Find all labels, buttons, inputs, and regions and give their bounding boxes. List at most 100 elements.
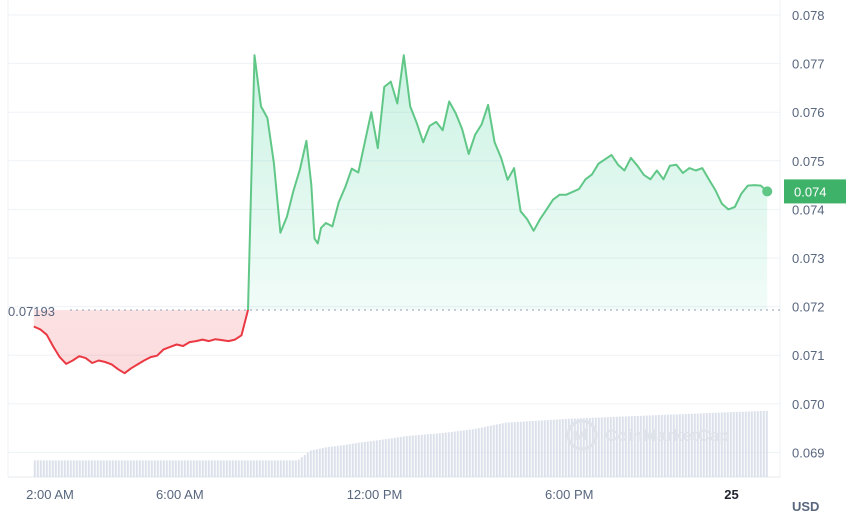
- volume-bar: [321, 448, 324, 477]
- y-tick-label: 0.076: [792, 105, 825, 120]
- volume-bar: [732, 412, 735, 477]
- volume-bar: [414, 435, 417, 477]
- volume-bar: [462, 430, 465, 477]
- volume-bar: [264, 460, 267, 477]
- volume-bar: [480, 427, 483, 477]
- volume-bar: [375, 440, 378, 477]
- volume-bar: [81, 460, 84, 477]
- volume-bar: [42, 460, 45, 477]
- volume-bar: [549, 419, 552, 477]
- volume-bar: [213, 460, 216, 477]
- y-tick-label: 0.077: [792, 57, 825, 72]
- volume-bar: [609, 417, 612, 477]
- volume-bar: [729, 412, 732, 477]
- volume-bar: [447, 432, 450, 477]
- volume-bar: [486, 426, 489, 477]
- volume-bar: [48, 460, 51, 477]
- volume-bar: [621, 416, 624, 477]
- volume-bar: [429, 434, 432, 477]
- volume-bar: [459, 430, 462, 477]
- volume-bar: [381, 439, 384, 477]
- volume-bar: [318, 448, 321, 477]
- volume-bar: [747, 411, 750, 477]
- volume-bar: [69, 460, 72, 477]
- volume-bar: [141, 460, 144, 477]
- volume-bar: [261, 460, 264, 477]
- volume-bar: [411, 435, 414, 477]
- volume-bar: [624, 416, 627, 477]
- volume-bar: [465, 430, 468, 477]
- volume-bar: [723, 412, 726, 477]
- volume-bar: [540, 420, 543, 477]
- volume-bar: [555, 419, 558, 477]
- volume-bar: [690, 413, 693, 477]
- volume-bar: [165, 460, 168, 477]
- volume-bar: [57, 460, 60, 477]
- x-tick-label: 6:00 AM: [156, 487, 204, 502]
- volume-bar: [291, 460, 294, 477]
- volume-bar: [75, 460, 78, 477]
- volume-bar: [483, 426, 486, 477]
- volume-bar: [420, 434, 423, 477]
- volume-bar: [702, 413, 705, 477]
- volume-bar: [714, 412, 717, 477]
- volume-bar: [39, 460, 42, 477]
- current-price-dot: [762, 186, 773, 197]
- volume-bar: [288, 460, 291, 477]
- volume-bar: [306, 452, 309, 477]
- volume-bar: [390, 438, 393, 477]
- price-lines: [33, 54, 773, 375]
- volume-bar: [438, 433, 441, 477]
- volume-bar: [513, 422, 516, 477]
- volume-bar: [504, 422, 507, 477]
- volume-bar: [276, 460, 279, 477]
- volume-bar: [90, 460, 93, 477]
- volume-bar: [282, 460, 285, 477]
- volume-bar: [354, 443, 357, 477]
- volume-bar: [408, 435, 411, 477]
- volume-bar: [168, 460, 171, 477]
- volume-bar: [552, 419, 555, 477]
- volume-bar: [441, 432, 444, 477]
- volume-bar: [546, 420, 549, 477]
- volume-bar: [456, 431, 459, 477]
- volume-bar: [693, 413, 696, 477]
- volume-bar: [315, 449, 318, 477]
- volume-bar: [600, 417, 603, 477]
- volume-bar: [51, 460, 54, 477]
- volume-bar: [72, 460, 75, 477]
- volume-bar: [405, 436, 408, 477]
- volume-bar: [78, 460, 81, 477]
- volume-bar: [444, 432, 447, 477]
- volume-bar: [672, 414, 675, 477]
- volume-bar: [36, 460, 39, 477]
- volume-bar: [750, 411, 753, 477]
- y-tick-label: 0.073: [792, 251, 825, 266]
- volume-bar: [507, 422, 510, 477]
- volume-bar: [297, 459, 300, 477]
- volume-bar: [738, 411, 741, 477]
- y-tick-label: 0.078: [792, 8, 825, 23]
- volume-bar: [285, 460, 288, 477]
- volume-bar: [240, 460, 243, 477]
- x-tick-label: 25: [724, 487, 738, 502]
- volume-bar: [312, 449, 315, 477]
- volume-bar: [567, 418, 570, 477]
- volume-bar: [216, 460, 219, 477]
- current-price-label: 0.074: [794, 184, 827, 199]
- volume-bar: [417, 435, 420, 477]
- y-tick-label: 0.071: [792, 348, 825, 363]
- volume-bar: [762, 410, 765, 477]
- area-fills: [33, 55, 768, 374]
- volume-bar: [270, 460, 273, 477]
- volume-bar: [678, 414, 681, 477]
- volume-bar: [177, 460, 180, 477]
- volume-bar: [564, 418, 567, 477]
- y-tick-label: 0.069: [792, 445, 825, 460]
- volume-bar: [303, 454, 306, 477]
- x-tick-label: 6:00 PM: [545, 487, 593, 502]
- volume-bar: [150, 460, 153, 477]
- x-tick-label: 2:00 AM: [26, 487, 74, 502]
- volume-bar: [183, 460, 186, 477]
- volume-bar: [171, 460, 174, 477]
